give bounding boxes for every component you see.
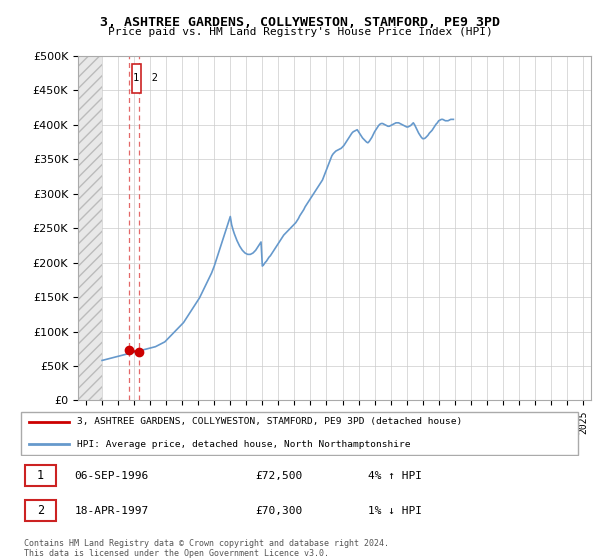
Text: 1  2: 1 2 — [133, 73, 158, 83]
Text: £72,500: £72,500 — [255, 471, 302, 481]
Text: £70,300: £70,300 — [255, 506, 302, 516]
Text: 1: 1 — [37, 469, 44, 482]
Text: 4% ↑ HPI: 4% ↑ HPI — [368, 471, 422, 481]
Text: HPI: Average price, detached house, North Northamptonshire: HPI: Average price, detached house, Nort… — [77, 440, 411, 449]
Text: 3, ASHTREE GARDENS, COLLYWESTON, STAMFORD, PE9 3PD (detached house): 3, ASHTREE GARDENS, COLLYWESTON, STAMFOR… — [77, 417, 463, 426]
Text: Contains HM Land Registry data © Crown copyright and database right 2024.
This d: Contains HM Land Registry data © Crown c… — [24, 539, 389, 558]
FancyBboxPatch shape — [21, 412, 578, 455]
Text: 1% ↓ HPI: 1% ↓ HPI — [368, 506, 422, 516]
Text: 2: 2 — [37, 504, 44, 517]
Text: 18-APR-1997: 18-APR-1997 — [74, 506, 149, 516]
FancyBboxPatch shape — [132, 64, 142, 92]
FancyBboxPatch shape — [25, 500, 56, 521]
Text: Price paid vs. HM Land Registry's House Price Index (HPI): Price paid vs. HM Land Registry's House … — [107, 27, 493, 37]
Text: 3, ASHTREE GARDENS, COLLYWESTON, STAMFORD, PE9 3PD: 3, ASHTREE GARDENS, COLLYWESTON, STAMFOR… — [100, 16, 500, 29]
Text: 06-SEP-1996: 06-SEP-1996 — [74, 471, 149, 481]
FancyBboxPatch shape — [25, 465, 56, 487]
Bar — [78, 56, 102, 400]
